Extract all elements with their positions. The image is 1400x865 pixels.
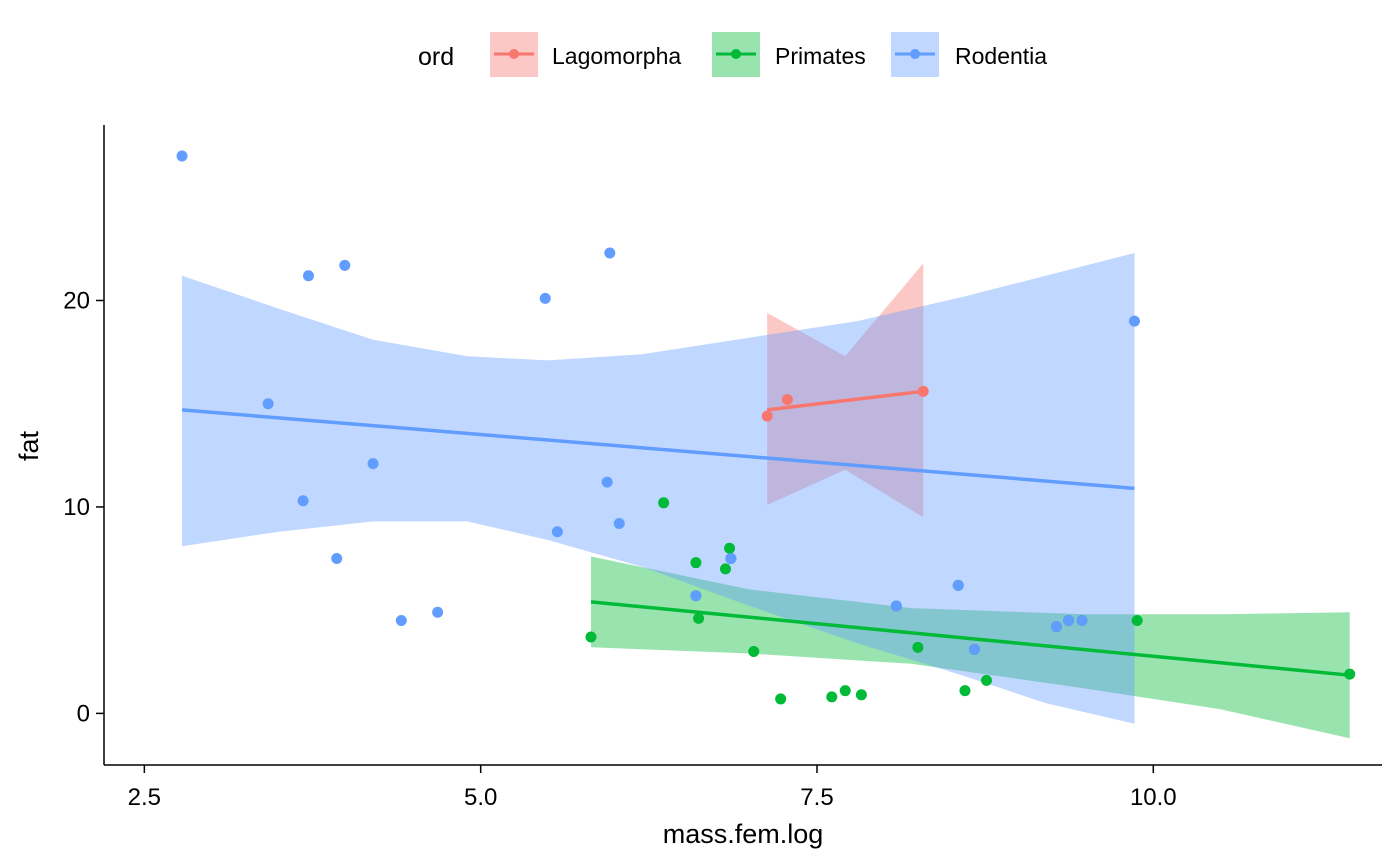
rodentia-point-22 <box>1128 315 1140 327</box>
legend-label-primates: Primates <box>775 43 866 69</box>
rodentia-point-15 <box>725 553 737 565</box>
lagomorpha-point-2 <box>917 385 929 397</box>
rodentia-point-17 <box>952 579 964 591</box>
primates-point-23 <box>1344 668 1356 680</box>
legend: ord Lagomorpha Primates Rodentia <box>418 32 1047 77</box>
primates-point-16 <box>959 685 971 697</box>
lagomorpha-fit-line <box>767 389 924 412</box>
x-axis-ticks: 2.5 5.0 7.5 10.0 <box>128 765 1177 811</box>
rodentia-point-4 <box>331 553 343 565</box>
rodentia-point-0 <box>176 150 188 162</box>
rodentia-point-11 <box>601 476 613 488</box>
primates-point-12 <box>855 689 867 701</box>
primates-point-4 <box>693 612 705 624</box>
y-tick-label: 0 <box>77 700 90 727</box>
lagomorpha-point-0 <box>761 410 773 422</box>
rodentia-point-7 <box>395 614 407 626</box>
primates-point-22 <box>1131 614 1143 626</box>
rodentia-point-12 <box>604 247 616 259</box>
x-tick-label: 10.0 <box>1130 784 1177 811</box>
primates-point-1 <box>658 497 670 509</box>
legend-label-lagomorpha: Lagomorpha <box>552 43 681 69</box>
primates-point-2 <box>690 557 702 569</box>
x-tick-label: 7.5 <box>800 784 833 811</box>
rodentia-point-19 <box>1050 621 1062 633</box>
rodentia-point-10 <box>551 526 563 538</box>
lagomorpha-confidence-band <box>767 263 924 518</box>
rodentia-fit-line <box>181 408 1135 491</box>
primates-point-9 <box>775 693 787 705</box>
legend-key-primates <box>712 32 760 77</box>
primates-point-14 <box>912 641 924 653</box>
y-axis-ticks: 0 10 20 <box>63 287 104 727</box>
primates-point-8 <box>748 645 760 657</box>
primates-point-10 <box>826 691 838 703</box>
data-points <box>176 150 1356 705</box>
rodentia-point-1 <box>262 398 274 410</box>
legend-title: ord <box>418 43 454 71</box>
legend-key-rodentia <box>891 32 939 77</box>
confidence-bands <box>182 253 1350 739</box>
legend-label-rodentia: Rodentia <box>955 43 1047 69</box>
rodentia-point-9 <box>539 292 551 304</box>
primates-point-11 <box>839 685 851 697</box>
primates-point-6 <box>724 542 736 554</box>
rodentia-point-6 <box>367 458 379 470</box>
rodentia-confidence-band <box>182 253 1135 724</box>
rodentia-point-21 <box>1076 614 1088 626</box>
primates-point-0 <box>585 631 597 643</box>
legend-key-lagomorpha <box>490 32 538 77</box>
rodentia-point-5 <box>339 259 351 271</box>
y-tick-label: 10 <box>63 494 90 521</box>
rodentia-point-2 <box>297 495 309 507</box>
y-tick-label: 20 <box>63 287 90 314</box>
rodentia-point-14 <box>690 590 702 602</box>
primates-point-5 <box>720 563 732 575</box>
rodentia-point-16 <box>890 600 902 612</box>
lagomorpha-point-1 <box>781 394 793 406</box>
regression-lines <box>181 389 1350 677</box>
x-axis-title: mass.fem.log <box>663 819 824 849</box>
primates-fit-line <box>590 600 1350 677</box>
rodentia-point-20 <box>1063 614 1075 626</box>
x-tick-label: 2.5 <box>128 784 161 811</box>
rodentia-point-8 <box>432 606 444 618</box>
rodentia-point-13 <box>613 517 625 529</box>
rodentia-point-3 <box>302 270 314 282</box>
rodentia-point-18 <box>968 643 980 655</box>
x-tick-label: 5.0 <box>464 784 497 811</box>
primates-point-18 <box>980 674 992 686</box>
y-axis-title: fat <box>14 430 44 461</box>
